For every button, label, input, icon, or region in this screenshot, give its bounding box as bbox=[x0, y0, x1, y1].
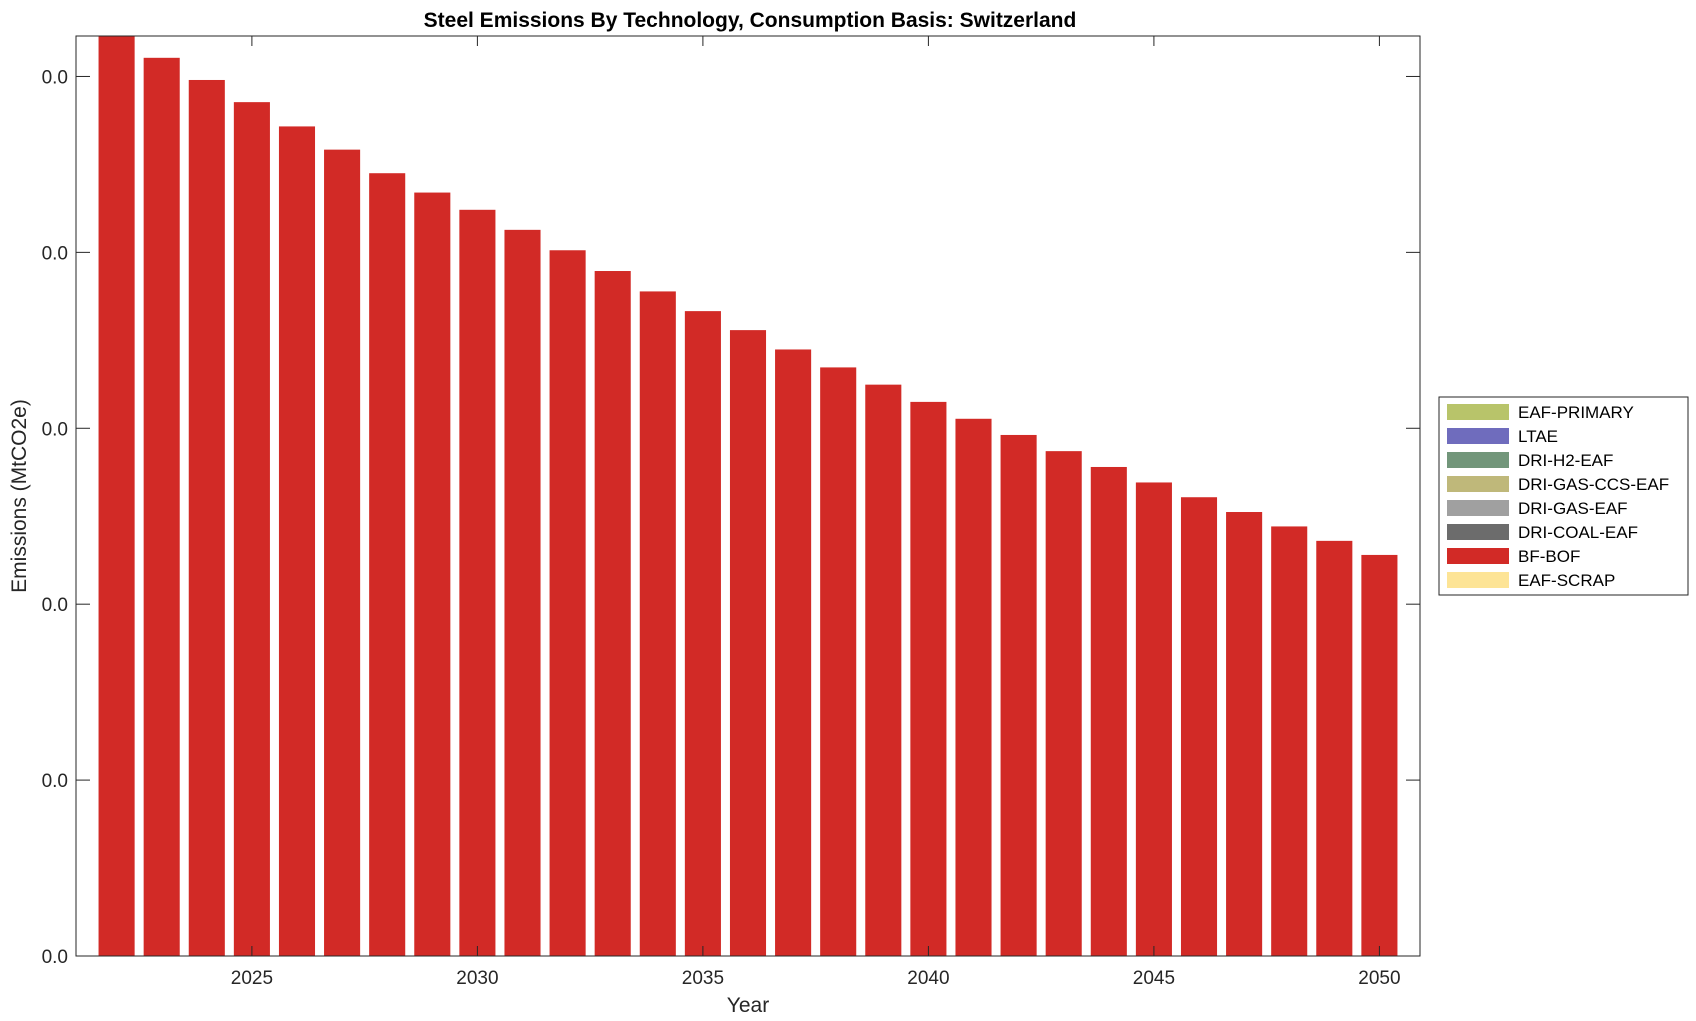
bar-bf-bof-2046 bbox=[1180, 497, 1218, 956]
x-tick-label: 2040 bbox=[907, 968, 949, 989]
bar-bf-bof-2039 bbox=[865, 384, 902, 956]
legend-swatch-bf-bof bbox=[1447, 548, 1509, 564]
legend: EAF-PRIMARY LTAE DRI-H2-EAF DRI-GAS-CCS-EAF… bbox=[1438, 396, 1689, 596]
bar-bf-bof-2049 bbox=[1316, 540, 1353, 956]
legend-swatch-dri-coal-eaf bbox=[1447, 524, 1509, 540]
bars bbox=[98, 36, 1398, 957]
y-tick-label: 0.0 bbox=[42, 67, 68, 88]
bar-bf-bof-2048 bbox=[1271, 526, 1308, 956]
plot-frame bbox=[75, 35, 1421, 957]
legend-swatch-dri-gas-ccs-eaf bbox=[1447, 476, 1509, 492]
bar-bf-bof-2035 bbox=[684, 311, 721, 956]
legend-label-eaf-scrap: EAF-SCRAP bbox=[1518, 571, 1615, 590]
bar-bf-bof-2041 bbox=[955, 418, 992, 956]
x-tick-label: 2025 bbox=[231, 968, 273, 989]
bar-bf-bof-2030 bbox=[459, 209, 496, 957]
bar-bf-bof-2037 bbox=[775, 349, 812, 957]
bar-bf-bof-2029 bbox=[414, 192, 451, 956]
legend-label-eaf-primary: EAF-PRIMARY bbox=[1518, 403, 1634, 422]
legend-label-bf-bof: BF-BOF bbox=[1518, 547, 1580, 566]
legend-swatch-dri-gas-eaf bbox=[1447, 500, 1509, 516]
bar-bf-bof-2034 bbox=[639, 291, 676, 956]
bar-bf-bof-2042 bbox=[1000, 434, 1037, 957]
y-tick-label: 0.0 bbox=[42, 947, 68, 968]
bar-bf-bof-2022 bbox=[98, 36, 135, 956]
bar-bf-bof-2024 bbox=[188, 79, 225, 957]
x-tick-label: 2050 bbox=[1358, 968, 1400, 989]
bar-bf-bof-2028 bbox=[369, 173, 406, 956]
y-tick-label: 0.0 bbox=[42, 595, 68, 616]
bar-bf-bof-2038 bbox=[820, 367, 857, 956]
y-tick-label: 0.0 bbox=[42, 243, 68, 264]
legend-swatch-ltae bbox=[1447, 428, 1509, 444]
x-tick-label: 2035 bbox=[682, 968, 724, 989]
bar-bf-bof-2033 bbox=[594, 271, 631, 956]
legend-swatch-eaf-primary bbox=[1447, 404, 1509, 420]
bar-bf-bof-2045 bbox=[1135, 482, 1172, 956]
bar-bf-bof-2044 bbox=[1090, 466, 1127, 956]
bar-bf-bof-2050 bbox=[1361, 554, 1398, 956]
bar-bf-bof-2040 bbox=[910, 401, 947, 956]
bar-bf-bof-2026 bbox=[278, 126, 316, 957]
legend-swatch-eaf-scrap bbox=[1447, 572, 1509, 588]
x-tick-label: 2030 bbox=[456, 968, 498, 989]
bar-bf-bof-2025 bbox=[233, 102, 270, 956]
bar-bf-bof-2047 bbox=[1226, 512, 1263, 956]
bar-bf-bof-2027 bbox=[324, 149, 361, 956]
legend-swatch-dri-h2-eaf bbox=[1447, 452, 1509, 468]
y-axis-label: Emissions (MtCO2e) bbox=[8, 399, 31, 593]
legend-label-dri-gas-eaf: DRI-GAS-EAF bbox=[1518, 499, 1628, 518]
bar-bf-bof-2036 bbox=[729, 330, 767, 956]
y-tick-label: 0.0 bbox=[42, 771, 68, 792]
legend-label-dri-h2-eaf: DRI-H2-EAF bbox=[1518, 451, 1613, 470]
bar-bf-bof-2032 bbox=[549, 250, 586, 956]
bar-bf-bof-2043 bbox=[1045, 451, 1082, 956]
y-tick-label: 0.0 bbox=[42, 419, 68, 440]
legend-label-ltae: LTAE bbox=[1518, 427, 1558, 446]
bar-bf-bof-2031 bbox=[504, 229, 541, 957]
legend-label-dri-gas-ccs-eaf: DRI-GAS-CCS-EAF bbox=[1518, 475, 1669, 494]
x-tick-label: 2045 bbox=[1133, 968, 1175, 989]
chart-title: Steel Emissions By Technology, Consumpti… bbox=[424, 9, 1077, 32]
legend-label-dri-coal-eaf: DRI-COAL-EAF bbox=[1518, 523, 1638, 542]
x-axis-label: Year bbox=[727, 994, 769, 1017]
x-axis-ticks: 2025 2030 2035 2040 2045 2050 bbox=[231, 36, 1401, 989]
bar-bf-bof-2023 bbox=[143, 57, 180, 957]
